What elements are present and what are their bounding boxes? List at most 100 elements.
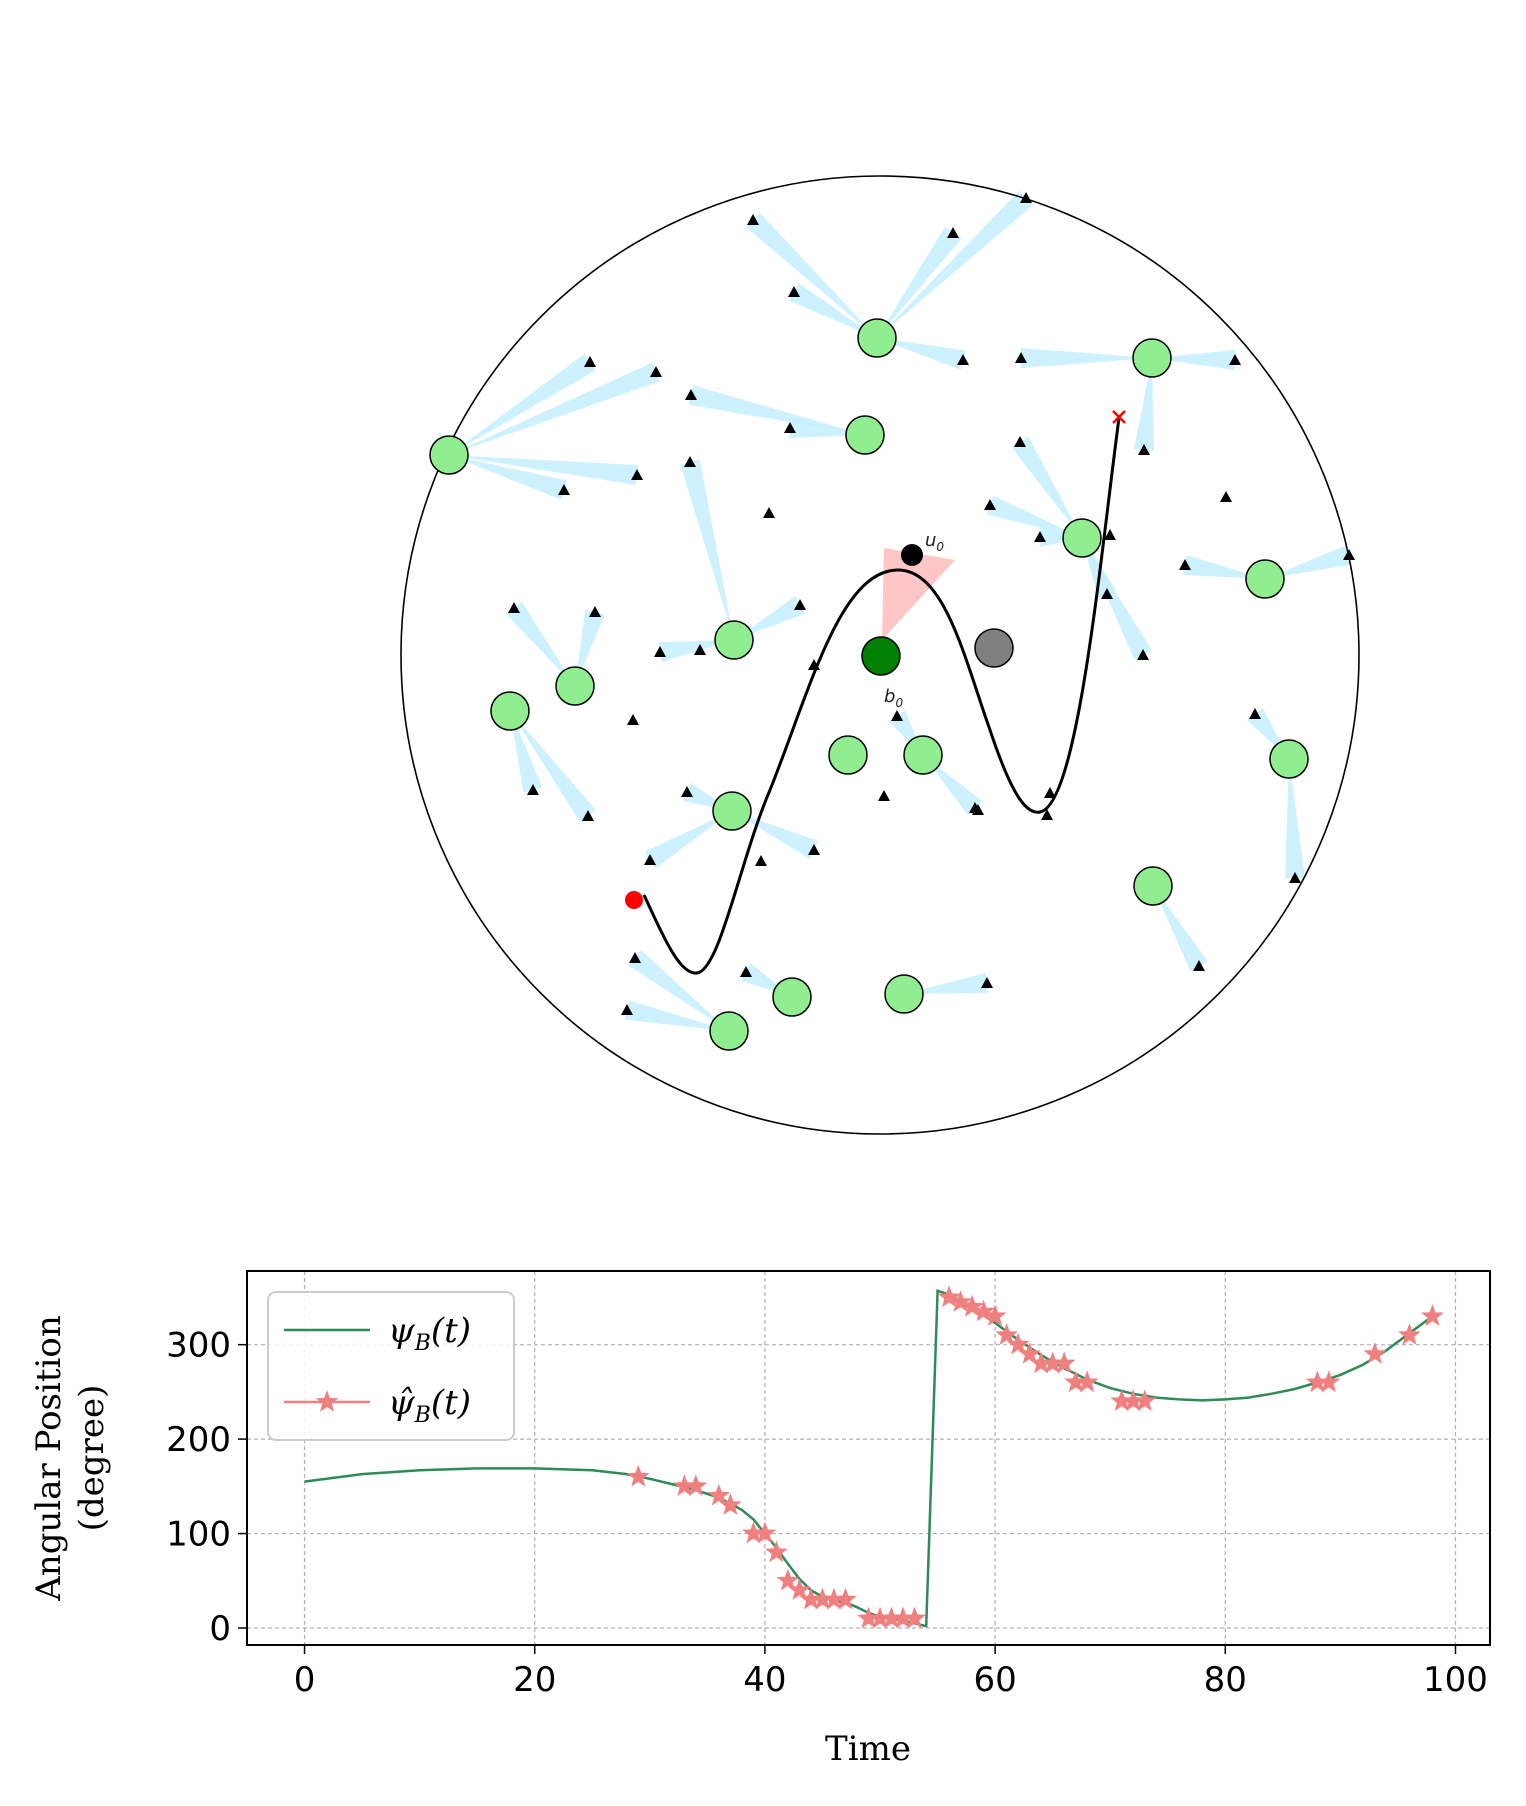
sensor-marker xyxy=(1034,531,1046,542)
sensor-marker xyxy=(808,844,820,855)
sensing-beam xyxy=(449,353,596,455)
star-marker xyxy=(684,1474,708,1496)
base-station-marker xyxy=(861,636,901,676)
sensing-beam xyxy=(1021,348,1152,368)
sensing-beam xyxy=(1285,759,1305,879)
sensing-beam xyxy=(624,1000,729,1031)
sensing-beam xyxy=(1265,545,1352,579)
star-marker xyxy=(1075,1370,1099,1393)
relay-node-marker xyxy=(857,318,897,358)
y-axis-label-line1: Angular Position xyxy=(29,1315,69,1602)
sensor-marker xyxy=(1014,436,1026,447)
sensor-marker xyxy=(681,786,693,797)
sensor-marker xyxy=(984,499,996,510)
sensor-marker xyxy=(1179,559,1191,570)
y-axis-ticks: 0 100 200 300 xyxy=(166,1326,247,1649)
x-axis-ticks: 0 20 40 60 80 100 xyxy=(294,1645,1488,1700)
sensor-marker xyxy=(947,227,959,238)
star-marker xyxy=(868,1606,892,1629)
sensor-marker xyxy=(740,966,752,977)
sensor-marker xyxy=(1101,588,1113,599)
sensing-beam xyxy=(628,950,729,1031)
sensing-beam xyxy=(904,973,989,994)
relay-node-marker xyxy=(903,735,943,775)
sensor-marker xyxy=(1289,872,1301,883)
sensing-beam xyxy=(680,459,734,640)
star-marker xyxy=(765,1540,788,1563)
sensor-marker xyxy=(1220,491,1232,502)
sensor-marker xyxy=(788,286,800,297)
star-marker xyxy=(903,1606,926,1629)
star-marker xyxy=(626,1464,650,1487)
sensor-marker xyxy=(972,804,984,815)
sensing-beam xyxy=(449,455,567,500)
legend-label-psi-hat: ψ̂B(t) xyxy=(388,1383,471,1428)
x-tick-label: 40 xyxy=(743,1660,786,1700)
sensing-beam xyxy=(734,596,805,640)
start-marker xyxy=(625,891,643,909)
sensing-beam xyxy=(1082,538,1152,660)
y-axis-label-line2: (degree) xyxy=(72,1385,112,1532)
trajectory-line xyxy=(642,417,1121,975)
sensing-beam xyxy=(732,811,819,860)
relay-node-marker xyxy=(884,974,924,1014)
sensor-marker xyxy=(1015,352,1027,363)
y-tick-label: 200 xyxy=(166,1420,231,1460)
sensor-marker xyxy=(584,356,596,367)
user-marker xyxy=(901,544,923,566)
sensor-marker xyxy=(891,710,903,721)
grid-lines xyxy=(247,1271,1490,1645)
y-tick-label: 0 xyxy=(209,1609,231,1649)
relay-node-marker xyxy=(845,415,885,455)
relay-node-marker xyxy=(1245,559,1285,599)
star-marker xyxy=(983,1304,1007,1326)
sensing-beam xyxy=(986,495,1082,538)
angular-position-chart: 0 20 40 60 80 100 0 100 200 300 Time Angular Pos… xyxy=(29,1270,1491,1769)
coverage-boundary xyxy=(400,175,1360,1135)
star-marker xyxy=(1305,1370,1329,1393)
star-marker xyxy=(960,1294,984,1317)
sensing-beam xyxy=(449,455,639,485)
sensing-beam xyxy=(877,190,1033,338)
relay-node-marker xyxy=(772,977,812,1017)
star-marker xyxy=(799,1587,823,1610)
star-marker xyxy=(776,1568,800,1591)
sensor-marker xyxy=(644,854,656,865)
sensor-marker xyxy=(627,714,639,725)
sensing-beam xyxy=(1153,886,1208,971)
star-marker xyxy=(1421,1304,1444,1326)
sensing-beam xyxy=(449,362,660,455)
star-marker xyxy=(1133,1389,1157,1411)
sensing-beam xyxy=(746,212,877,338)
star-marker xyxy=(1317,1370,1341,1393)
star-marker xyxy=(1029,1351,1053,1374)
sensing-beam xyxy=(789,283,877,338)
star-marker xyxy=(937,1285,961,1308)
star-marker xyxy=(972,1299,995,1322)
sensor-marker xyxy=(878,790,890,801)
legend-label-psi: ψB(t) xyxy=(388,1311,471,1356)
star-marker xyxy=(742,1521,765,1544)
legend-star xyxy=(315,1390,339,1412)
sensing-beam xyxy=(506,601,575,686)
sensor-marker xyxy=(629,952,641,963)
sensing-beam xyxy=(575,609,605,686)
base-label: b0 xyxy=(884,686,903,710)
star-marker xyxy=(1121,1389,1145,1411)
plot-frame xyxy=(246,1270,1491,1646)
sensor-layer xyxy=(508,192,1355,1015)
sensor-marker xyxy=(558,484,570,495)
x-tick-label: 100 xyxy=(1423,1660,1488,1700)
sensor-marker xyxy=(1249,708,1261,719)
relay-node-marker xyxy=(1062,518,1102,558)
sensing-beam xyxy=(877,338,966,370)
sensor-marker xyxy=(1104,529,1116,540)
sensor-marker xyxy=(981,977,993,988)
star-marker xyxy=(753,1521,777,1544)
sensor-marker xyxy=(763,507,775,518)
relay-node-marker xyxy=(714,620,754,660)
x-tick-label: 0 xyxy=(294,1660,316,1700)
star-marker xyxy=(719,1493,742,1515)
sensor-marker xyxy=(582,810,594,821)
sensing-beam xyxy=(1183,555,1265,579)
